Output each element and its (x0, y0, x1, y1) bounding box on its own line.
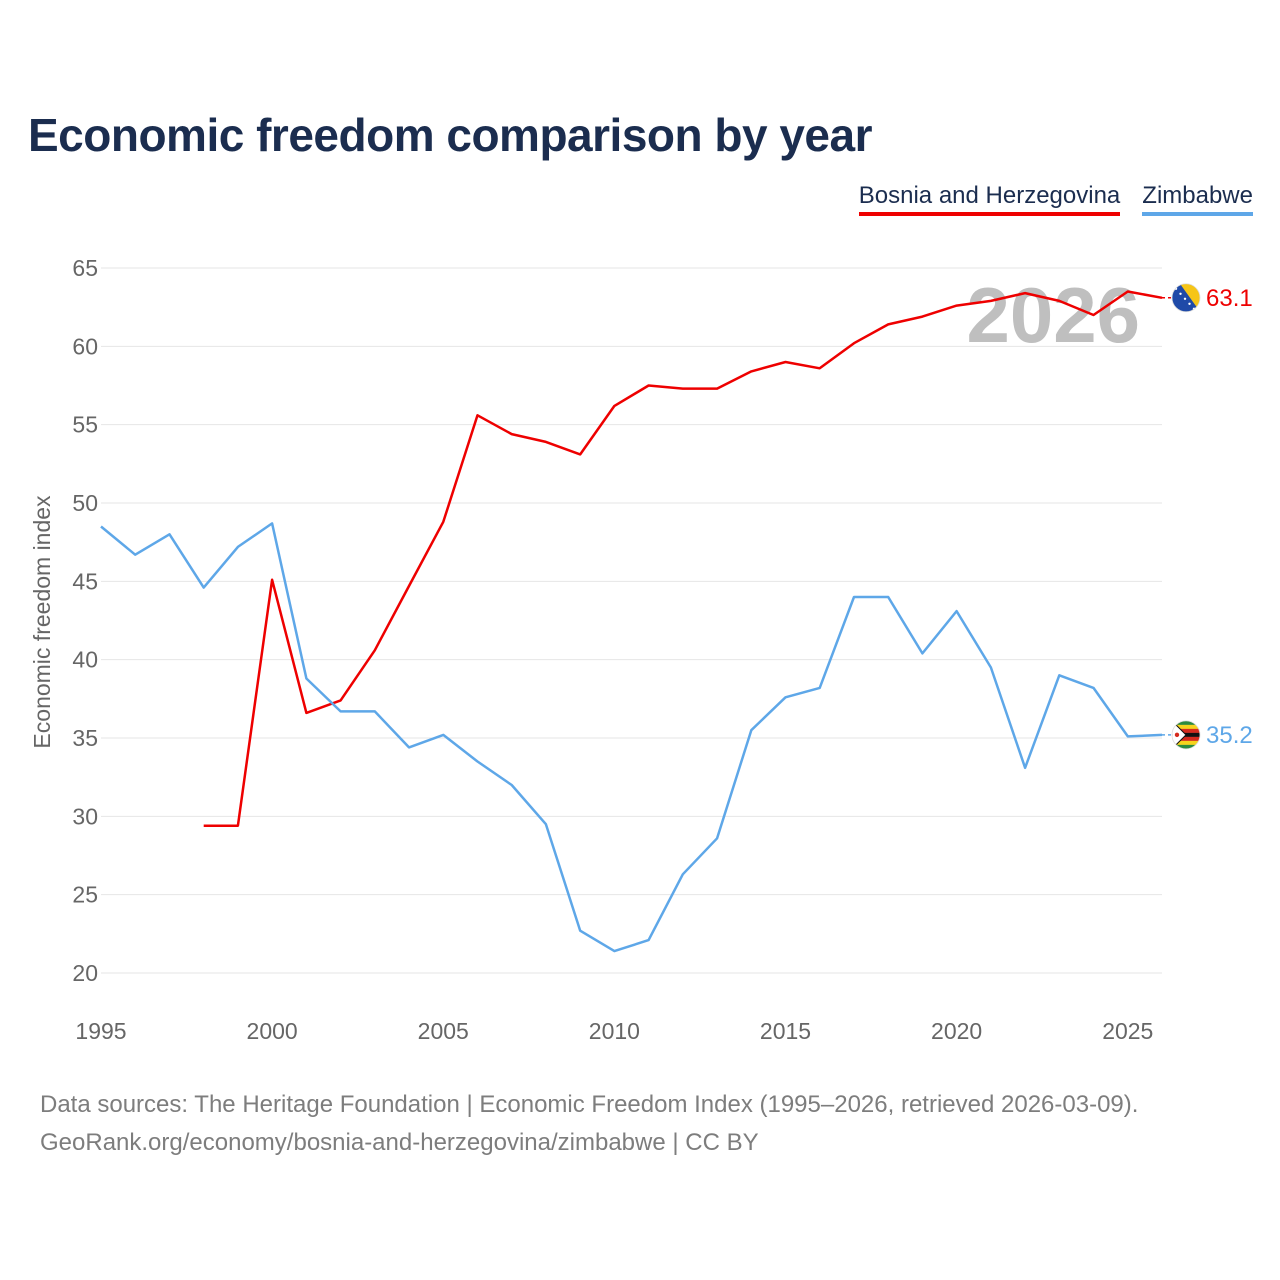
end-value-label-zimbabwe: 35.2 (1206, 722, 1253, 749)
legend: Bosnia and Herzegovina Zimbabwe (858, 182, 1253, 216)
series-line-bosnia[interactable] (203, 290, 1163, 827)
y-tick-label: 45 (72, 568, 98, 594)
x-tick-label: 2000 (247, 1018, 298, 1044)
end-value-label-bosnia: 63.1 (1206, 285, 1253, 312)
footer: Data sources: The Heritage Foundation | … (40, 1086, 1138, 1162)
year-watermark: 2026 (966, 271, 1140, 359)
legend-item-zimbabwe[interactable]: Zimbabwe (1142, 182, 1253, 216)
x-tick-label: 2020 (931, 1018, 982, 1044)
chart-title: Economic freedom comparison by year (28, 109, 873, 161)
y-tick-label: 25 (72, 882, 98, 908)
y-axis-label: Economic freedom index (29, 495, 55, 749)
bosnia-flag-icon (1171, 283, 1201, 313)
series-lines (100, 290, 1163, 953)
x-tick-label: 2010 (589, 1018, 640, 1044)
x-tick-label: 2015 (760, 1018, 811, 1044)
y-tick-label: 40 (72, 647, 98, 673)
y-tick-label: 30 (72, 803, 98, 829)
end-markers: 63.1 35.2 (1162, 283, 1253, 750)
legend-item-bosnia[interactable]: Bosnia and Herzegovina (858, 182, 1121, 216)
zimbabwe-flag-icon (1171, 720, 1201, 750)
gridlines (101, 267, 1162, 974)
y-tick-label: 50 (72, 490, 98, 516)
y-tick-label: 35 (72, 725, 98, 751)
y-tick-label: 65 (72, 255, 98, 281)
series-line-zimbabwe[interactable] (100, 522, 1163, 953)
x-tick-label: 2025 (1102, 1018, 1153, 1044)
y-tick-label: 60 (72, 333, 98, 359)
credit-line[interactable]: GeoRank.org/economy/bosnia-and-herzegovi… (40, 1129, 759, 1156)
x-tick-label: 2005 (418, 1018, 469, 1044)
y-axis-ticks: 20 25 30 35 40 45 50 55 60 65 (72, 255, 98, 986)
y-tick-label: 20 (72, 960, 98, 986)
x-tick-label: 1995 (75, 1018, 126, 1044)
y-tick-label: 55 (72, 412, 98, 438)
source-line: Data sources: The Heritage Foundation | … (40, 1091, 1139, 1118)
x-axis-ticks: 1995 2000 2005 2010 2015 2020 2025 (75, 1018, 1153, 1044)
